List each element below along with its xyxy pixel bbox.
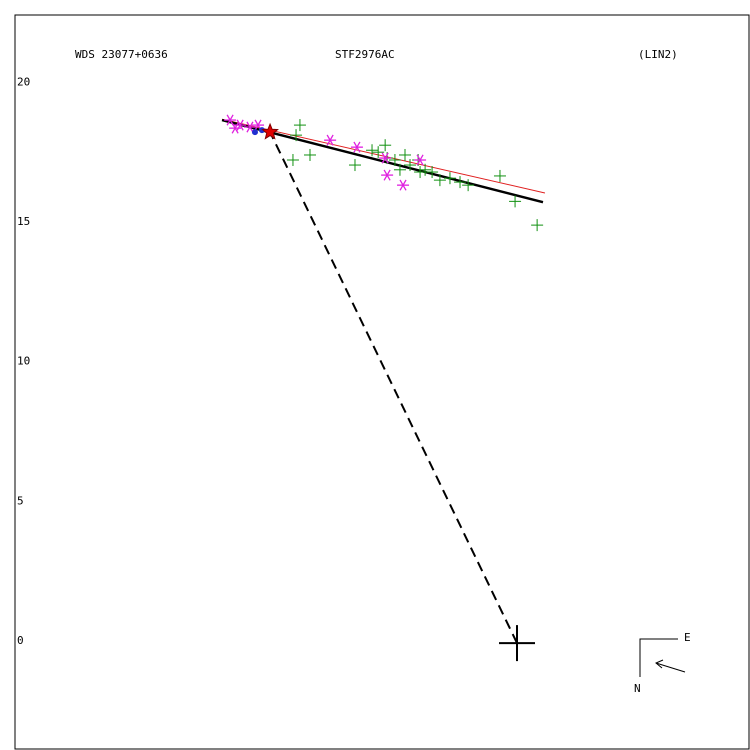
observation	[243, 121, 256, 133]
observation	[462, 179, 475, 192]
observation	[366, 144, 379, 157]
dot	[251, 129, 258, 136]
asterisk-stroke	[226, 114, 234, 126]
asterisk-stroke	[383, 169, 391, 181]
plot-frame	[14, 14, 750, 750]
observation	[350, 141, 363, 153]
asterisk-stroke	[246, 121, 254, 133]
observation	[493, 169, 506, 182]
observation	[251, 129, 258, 136]
asterisk-stroke	[399, 179, 407, 191]
asterisk-stroke	[326, 134, 334, 146]
observation	[229, 122, 242, 134]
observation	[293, 119, 306, 132]
asterisk-stroke	[353, 141, 361, 153]
observation	[419, 163, 432, 176]
compass-axes	[639, 638, 678, 677]
observation	[414, 154, 427, 166]
y-tick-label: 20	[17, 75, 30, 88]
compass-arrow	[655, 662, 686, 673]
observation	[404, 159, 417, 172]
observation	[379, 139, 392, 152]
compass-arrowhead	[655, 659, 664, 669]
compass-north: N	[634, 682, 641, 695]
observation	[290, 129, 303, 142]
star-position	[261, 122, 279, 140]
observation	[414, 166, 427, 179]
observation	[397, 179, 410, 191]
observation	[379, 152, 392, 164]
observation	[426, 166, 439, 179]
observation	[372, 146, 385, 159]
observation	[393, 163, 406, 176]
primary-star	[499, 625, 536, 662]
observation	[433, 174, 446, 187]
observation	[258, 127, 265, 134]
dot	[258, 127, 265, 134]
observation	[454, 176, 467, 189]
fit-line	[269, 131, 518, 644]
observation	[509, 195, 522, 208]
asterisk-stroke	[381, 152, 389, 164]
observation	[286, 154, 299, 167]
observation	[531, 219, 544, 232]
y-tick-label: 10	[17, 355, 30, 368]
asterisk-stroke	[254, 119, 262, 131]
compass-east: E	[684, 631, 691, 644]
y-tick-label: 0	[17, 634, 24, 647]
observation	[381, 169, 394, 181]
observation	[388, 154, 401, 167]
y-tick-label: 15	[17, 215, 30, 228]
observation	[443, 172, 456, 185]
compass	[639, 638, 686, 677]
observation	[324, 134, 337, 146]
observation	[348, 159, 361, 172]
observation	[398, 148, 411, 161]
annotation: (LIN2)	[638, 48, 678, 61]
y-tick-label: 5	[17, 494, 24, 507]
asterisk-stroke	[416, 154, 424, 166]
observation	[304, 148, 317, 161]
chart-subtitle: STF2976AC	[335, 48, 395, 61]
fit-line	[221, 118, 544, 204]
chart-title: WDS 23077+0636	[75, 48, 168, 61]
asterisk-stroke	[231, 122, 239, 134]
